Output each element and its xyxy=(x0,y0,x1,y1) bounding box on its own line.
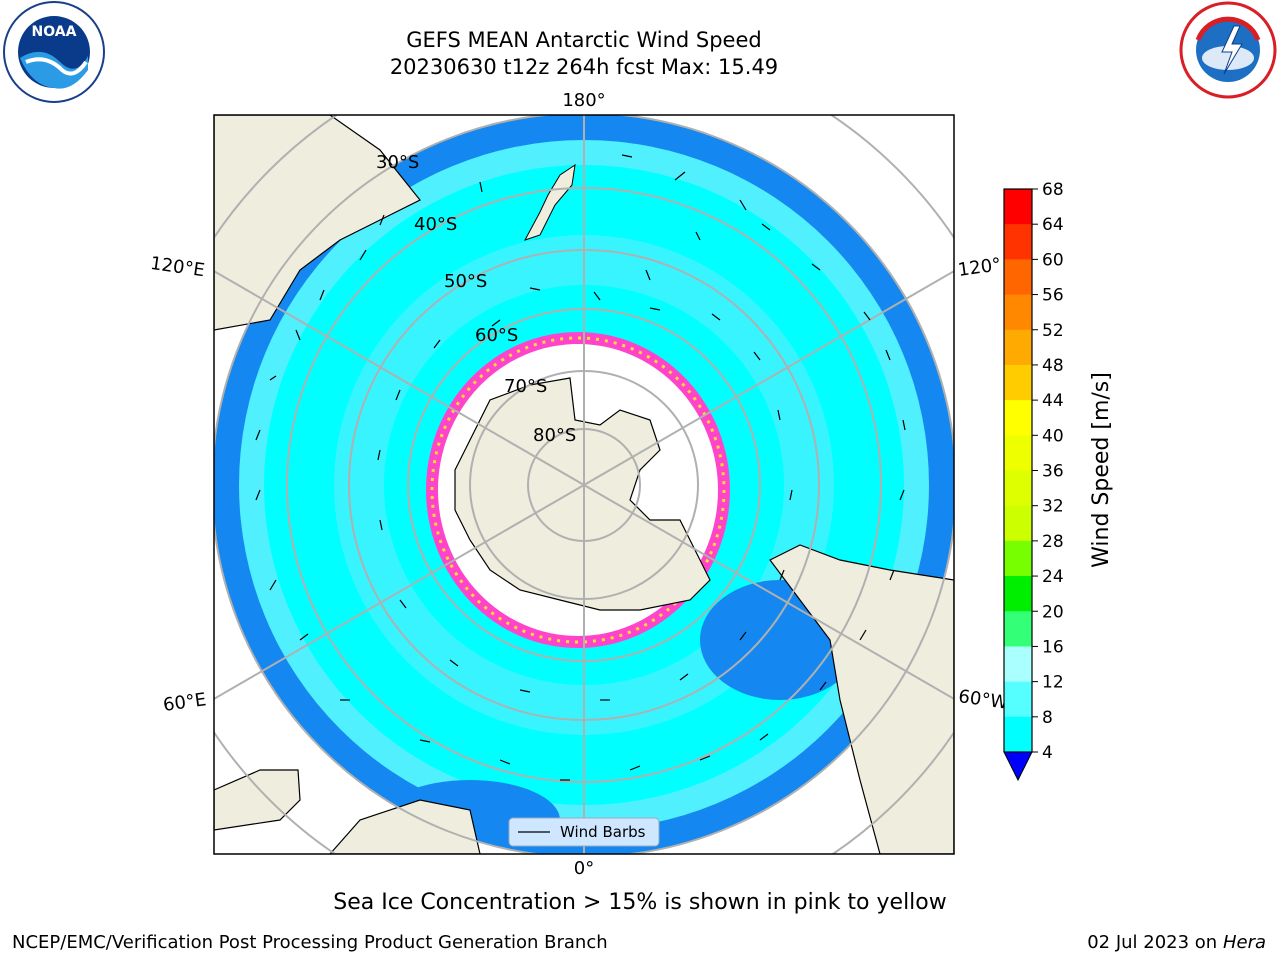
map-frame xyxy=(213,114,955,855)
lat-label-40s: 40°S xyxy=(414,214,457,235)
footer-credit: NCEP/EMC/Verification Post Processing Pr… xyxy=(12,932,608,953)
colorbar-tick-label: 8 xyxy=(1042,708,1053,728)
colorbar-segment xyxy=(1004,400,1032,436)
legend-wind-barbs: Wind Barbs xyxy=(560,823,646,841)
sea-ice-caption: Sea Ice Concentration > 15% is shown in … xyxy=(333,890,947,915)
lon-label-180: 180° xyxy=(562,90,605,111)
colorbar-tick-label: 52 xyxy=(1042,321,1064,341)
colorbar-tick-label: 24 xyxy=(1042,567,1064,587)
colorbar-segments xyxy=(1004,189,1032,753)
noaa-logo: NOAA xyxy=(3,1,105,103)
colorbar-segment xyxy=(1004,576,1032,612)
colorbar-tick-label: 4 xyxy=(1042,743,1053,763)
lon-label-0: 0° xyxy=(574,858,594,879)
colorbar-tick-label: 40 xyxy=(1042,426,1064,446)
colorbar-segment xyxy=(1004,329,1032,366)
madagascar-landmass xyxy=(214,769,301,831)
lon-label-120e: 120°E xyxy=(149,253,206,281)
chart-subtitle: 20230630 t12z 264h fcst Max: 15.49 xyxy=(389,55,779,79)
colorbar-tick-label: 68 xyxy=(1042,180,1064,200)
colorbar-tick-label: 20 xyxy=(1042,602,1064,622)
lat-label-50s: 50°S xyxy=(444,271,487,292)
lat-label-70s: 70°S xyxy=(504,376,547,397)
graticule xyxy=(214,115,954,854)
footer-host: Hera xyxy=(1222,932,1266,953)
colorbar-label: Wind Speed [m/s] xyxy=(1089,372,1114,568)
map-legend: Wind Barbs xyxy=(508,817,660,847)
colorbar-segment xyxy=(1004,540,1032,577)
colorbar-tick-label: 44 xyxy=(1042,391,1064,411)
colorbar-segment xyxy=(1004,646,1032,683)
colorbar-tick-label: 36 xyxy=(1042,462,1064,482)
national-weather-service-logo xyxy=(1179,1,1277,99)
antarctica-landmass xyxy=(454,377,711,611)
colorbar-segment xyxy=(1004,470,1032,507)
lon-label-60e: 60°E xyxy=(162,689,208,716)
footer-date: 02 Jul 2023 on Hera xyxy=(1087,932,1266,953)
colorbar-tick-label: 64 xyxy=(1042,215,1064,235)
colorbar: 68 64 60 56 52 48 44 40 36 32 28 24 20 16 12 8 4 Wind Sp… xyxy=(1003,180,1114,782)
colorbar-segment xyxy=(1004,224,1032,260)
noaa-logo-text: NOAA xyxy=(32,24,77,40)
wind-barbs xyxy=(255,154,906,781)
colorbar-segment xyxy=(1004,259,1032,296)
lat-label-80s: 80°S xyxy=(533,425,576,446)
colorbar-segment xyxy=(1004,716,1032,753)
colorbar-tick-label: 28 xyxy=(1042,532,1064,552)
colorbar-tick-label: 12 xyxy=(1042,673,1064,693)
lat-label-60s: 60°S xyxy=(475,325,518,346)
colorbar-segment xyxy=(1004,611,1032,647)
lat-label-30s: 30°S xyxy=(376,152,419,173)
colorbar-segment xyxy=(1004,435,1032,471)
colorbar-segment xyxy=(1004,364,1032,401)
colorbar-tick-label: 56 xyxy=(1042,286,1064,306)
colorbar-segment xyxy=(1004,294,1032,331)
colorbar-segment xyxy=(1004,681,1032,718)
colorbar-tick-label: 60 xyxy=(1042,250,1064,270)
colorbar-tick-label: 48 xyxy=(1042,356,1064,376)
colorbar-extend-arrow xyxy=(1003,751,1033,782)
colorbar-segment xyxy=(1004,505,1032,542)
footer-date-text: 02 Jul 2023 on xyxy=(1087,932,1223,953)
chart-title: GEFS MEAN Antarctic Wind Speed xyxy=(406,28,762,52)
colorbar-tick-label: 32 xyxy=(1042,497,1064,517)
colorbar-tick-label: 16 xyxy=(1042,637,1064,657)
colorbar-segment xyxy=(1004,189,1032,225)
